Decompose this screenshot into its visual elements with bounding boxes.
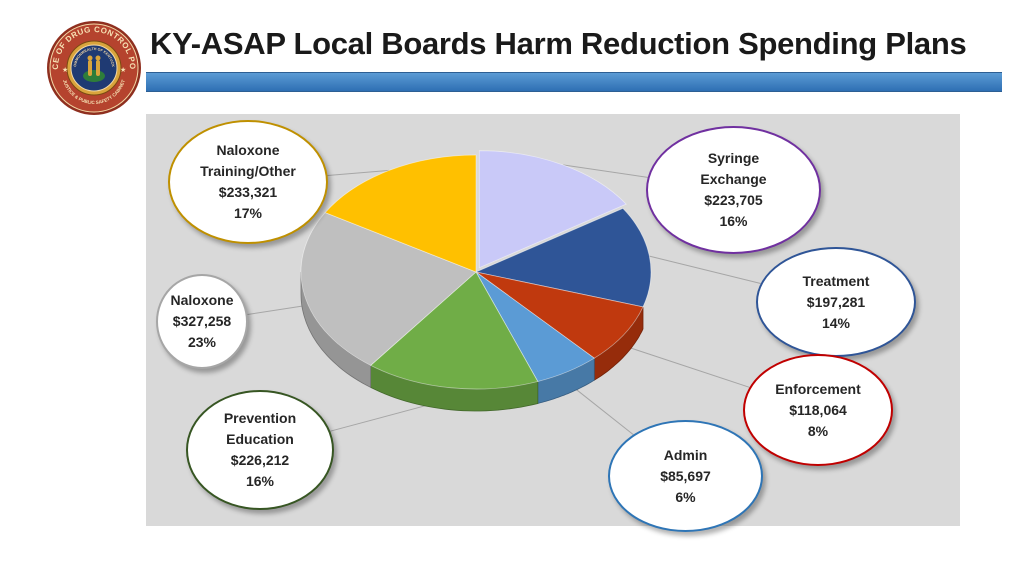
svg-text:★: ★ — [62, 66, 68, 74]
callout-value: $223,705 — [704, 192, 763, 208]
callout-label-line: Naloxone — [170, 292, 234, 308]
callout-label-line: Syringe — [707, 150, 760, 166]
callout-percent: 17% — [233, 205, 263, 221]
callout-syringe-exchange: Syringe Exchange $223,705 16% — [646, 126, 821, 254]
pie-slice-enforcement — [475, 271, 644, 359]
leader-line-6 — [247, 305, 305, 315]
callout-percent: 23% — [187, 334, 217, 350]
pie-slice-prevention-education — [369, 271, 539, 390]
callout-prevention-education: Prevention Education $226,212 16% — [186, 390, 334, 510]
callout-label-line: Prevention — [223, 410, 297, 426]
callout-value: $118,064 — [789, 401, 847, 418]
pie-slice-naloxone — [300, 212, 477, 366]
callout-label-line: Exchange — [700, 171, 767, 187]
pie-slice-syringe-exchange — [478, 150, 627, 269]
pie-top-faces — [300, 150, 652, 390]
callout-percent: 16% — [245, 473, 275, 489]
callout-label-line: Naloxone — [216, 142, 280, 158]
leader-line-7 — [327, 169, 390, 176]
page-title: KY-ASAP Local Boards Harm Reduction Spen… — [150, 26, 967, 61]
callout-enforcement: Enforcement $118,064 8% — [743, 354, 893, 466]
callout-value: $85,697 — [660, 467, 711, 484]
callout-naloxone-training-other: Naloxone Training/Other $233,321 17% — [168, 120, 328, 244]
callout-naloxone: Naloxone $327,258 23% — [156, 274, 248, 369]
callout-percent: 14% — [821, 314, 851, 331]
callout-value: $233,321 — [218, 184, 278, 200]
agency-seal-logo: OFFICE OF DRUG CONTROL POLICY JUSTICE & … — [46, 20, 141, 115]
callout-label-line: Treatment — [802, 272, 870, 289]
callout-percent: 16% — [719, 213, 748, 229]
callout-value: $226,212 — [230, 452, 290, 468]
svg-text:★: ★ — [120, 66, 126, 74]
callout-percent: 6% — [675, 488, 696, 505]
pie-chart — [247, 150, 761, 435]
callout-value: $197,281 — [806, 293, 866, 310]
title-underline-bar — [146, 72, 1002, 92]
callout-value: $327,258 — [172, 313, 232, 329]
callout-label-line: Training/Other — [200, 163, 296, 179]
callout-label-line: Education — [226, 431, 294, 447]
callout-label-line: Admin — [663, 446, 708, 463]
callout-treatment: Treatment $197,281 14% — [756, 247, 916, 357]
leader-line-4 — [567, 382, 634, 435]
callout-label-line: Enforcement — [775, 380, 861, 397]
leader-line-1 — [562, 164, 648, 178]
callout-admin: Admin $85,697 6% — [608, 420, 763, 532]
leader-line-2 — [649, 255, 761, 284]
callout-percent: 8% — [807, 422, 829, 439]
pie-slice-naloxone-training-other — [324, 154, 477, 273]
leader-line-3 — [623, 345, 750, 388]
pie-slice-treatment — [474, 207, 652, 308]
chart-panel: Syringe Exchange $223,705 16% Treatment $197,… — [146, 114, 960, 532]
